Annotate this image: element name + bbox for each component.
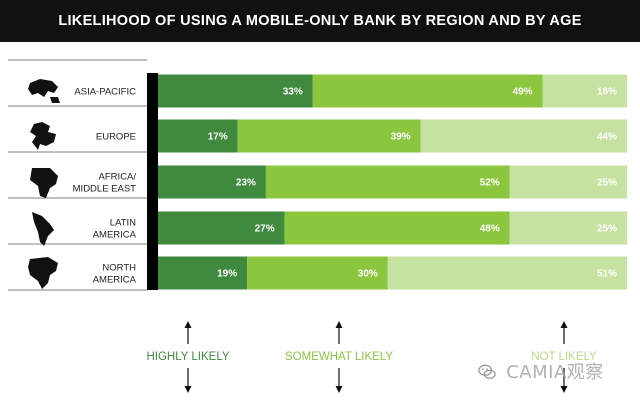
- data-label: 19%: [217, 269, 237, 280]
- bar-segment: [420, 119, 627, 153]
- data-label: 51%: [597, 269, 617, 280]
- bar-segment: [387, 256, 627, 290]
- north-america-map-icon: [28, 257, 58, 289]
- bar-segment: [509, 165, 627, 199]
- bar-segment: [158, 256, 248, 290]
- data-label: 49%: [513, 87, 533, 98]
- region-label: MIDDLE EAST: [73, 184, 137, 195]
- data-label: 44%: [597, 132, 617, 143]
- legend-label: HIGHLY LIKELY: [146, 351, 229, 363]
- data-label: 17%: [208, 132, 228, 143]
- bar-segment: [312, 74, 543, 108]
- europe-map-icon-shape: [30, 122, 56, 150]
- legend-label: SOMEWHAT LIKELY: [285, 351, 393, 363]
- latin-america-map-icon-shape: [32, 212, 54, 246]
- chart-title: LIKELIHOOD OF USING A MOBILE-ONLY BANK B…: [58, 13, 582, 29]
- data-label: 23%: [236, 178, 256, 189]
- data-label: 33%: [283, 87, 303, 98]
- bar-segment: [237, 119, 421, 153]
- data-label: 27%: [255, 224, 275, 235]
- data-label: 52%: [480, 178, 500, 189]
- bar-segment: [284, 211, 510, 245]
- region-label: ASIA-PACIFIC: [74, 87, 136, 98]
- region-label: AMERICA: [93, 275, 137, 286]
- wechat-icon: [478, 364, 496, 379]
- region-label: NORTH: [102, 263, 136, 274]
- arrow-down-icon: [335, 386, 343, 393]
- legend-label: NOT LIKELY: [531, 351, 597, 363]
- data-label: 18%: [597, 87, 617, 98]
- latin-america-map-icon: [32, 212, 54, 246]
- arrow-down-icon: [560, 386, 568, 393]
- bar-segment: [265, 165, 510, 199]
- africa-map-icon: [30, 168, 58, 198]
- data-label: 48%: [480, 224, 500, 235]
- data-label: 25%: [597, 224, 617, 235]
- data-label: 39%: [391, 132, 411, 143]
- bar-segment: [158, 74, 313, 108]
- bar-segment: [542, 74, 627, 108]
- arrow-up-icon: [560, 321, 568, 328]
- bar-segment: [158, 211, 285, 245]
- bar-segment: [158, 119, 238, 153]
- watermark: CAMIA观察: [478, 358, 604, 384]
- bar-segment: [158, 165, 266, 199]
- chart-title-bar: LIKELIHOOD OF USING A MOBILE-ONLY BANK B…: [0, 0, 640, 42]
- arrow-up-icon: [184, 321, 192, 328]
- arrow-down-icon: [184, 386, 192, 393]
- data-label: 25%: [597, 178, 617, 189]
- data-label: 30%: [358, 269, 378, 280]
- asia-pacific-map-icon-shape: [28, 79, 60, 103]
- africa-map-icon-shape: [30, 168, 58, 198]
- region-label: LATIN: [110, 218, 136, 229]
- asia-pacific-map-icon: [28, 79, 60, 103]
- watermark-text: CAMIA观察: [506, 362, 604, 383]
- north-america-map-icon-shape: [28, 257, 58, 289]
- category-axis: [147, 73, 158, 290]
- europe-map-icon: [30, 122, 56, 150]
- arrow-up-icon: [335, 321, 343, 328]
- region-label: EUROPE: [96, 132, 136, 143]
- region-label: AFRICA/: [99, 172, 137, 183]
- bar-segment: [247, 256, 388, 290]
- bar-segment: [509, 211, 627, 245]
- region-label: AMERICA: [93, 230, 137, 241]
